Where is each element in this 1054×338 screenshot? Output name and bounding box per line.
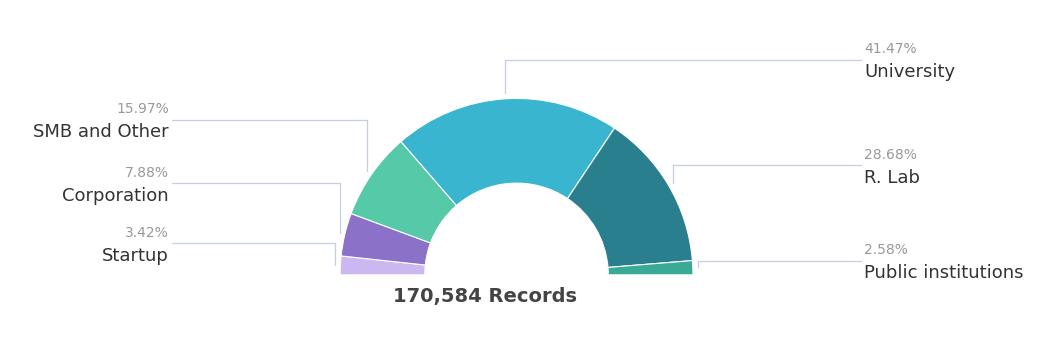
Text: 15.97%: 15.97% <box>116 102 169 116</box>
Wedge shape <box>351 142 456 243</box>
Text: Public institutions: Public institutions <box>864 264 1023 282</box>
Wedge shape <box>341 214 430 265</box>
Wedge shape <box>340 256 426 275</box>
Text: 170,584 Records: 170,584 Records <box>393 287 577 306</box>
Text: 3.42%: 3.42% <box>125 225 169 240</box>
Text: University: University <box>864 63 955 81</box>
Text: Corporation: Corporation <box>62 187 169 204</box>
Text: R. Lab: R. Lab <box>864 169 920 187</box>
Wedge shape <box>567 128 692 267</box>
Text: 28.68%: 28.68% <box>864 148 917 162</box>
Wedge shape <box>608 261 692 275</box>
Text: 2.58%: 2.58% <box>864 243 907 257</box>
Text: 7.88%: 7.88% <box>125 166 169 179</box>
Text: SMB and Other: SMB and Other <box>34 123 169 141</box>
Text: 41.47%: 41.47% <box>864 42 917 56</box>
Wedge shape <box>401 98 614 206</box>
Text: Startup: Startup <box>102 247 169 265</box>
